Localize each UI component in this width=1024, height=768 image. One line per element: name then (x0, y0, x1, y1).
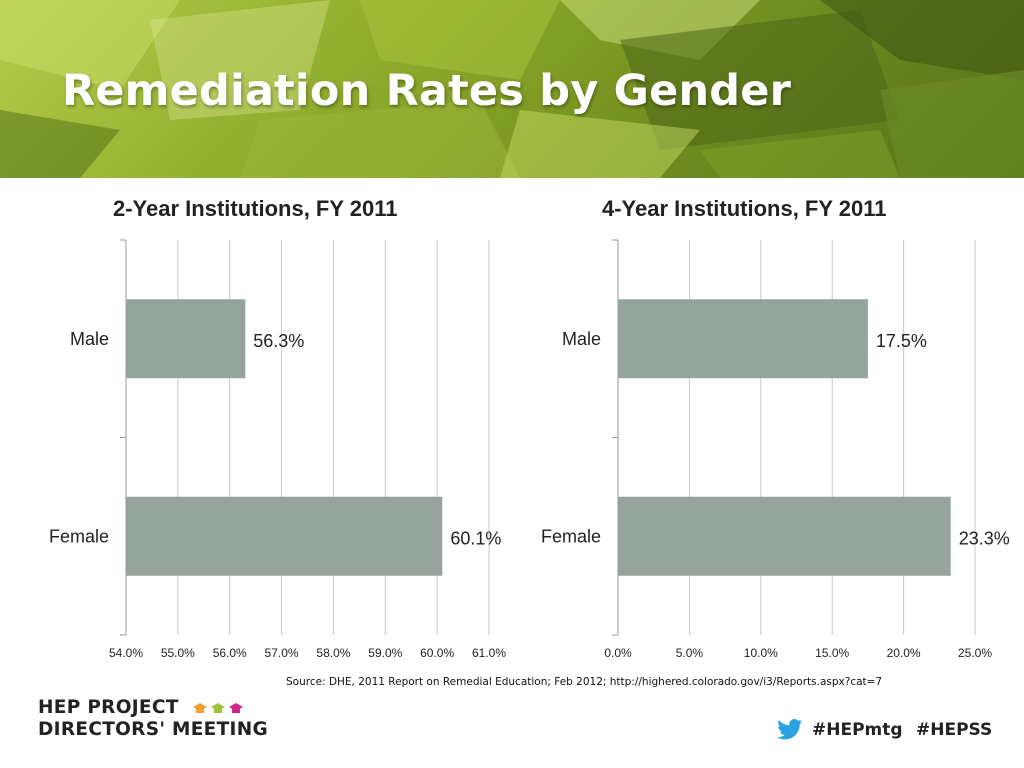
x-tick-label: 0.0% (604, 646, 632, 660)
chart-2-year-institutions: 54.0% 55.0% 56.0% 57.0% 58.0% 59.0% 60.0% 61.0%… (49, 239, 506, 660)
graduation-cap-base (232, 708, 240, 713)
graduation-cap-base (214, 708, 222, 713)
bar-female (618, 496, 951, 576)
chart-title-4-year: 4-Year Institutions, FY 2011 (602, 196, 887, 221)
x-tick-label: 55.0% (161, 646, 195, 660)
x-tick-label: 59.0% (368, 646, 402, 660)
data-label: 56.3% (253, 331, 304, 351)
category-label: Male (562, 329, 601, 349)
x-tick-label: 54.0% (109, 646, 143, 660)
bar-male (618, 299, 868, 379)
hashtag-hepmtg[interactable]: #HEPmtg (812, 720, 903, 740)
twitter-bird-icon (777, 719, 803, 740)
data-label: 17.5% (876, 331, 927, 351)
x-tick-label: 5.0% (676, 646, 704, 660)
source-note: Source: DHE, 2011 Report on Remedial Edu… (286, 676, 883, 688)
x-tick-label: 56.0% (213, 646, 247, 660)
graduation-cap-base (196, 708, 204, 713)
hep-logo: HEP PROJECT DIRECTORS' MEETING (38, 697, 268, 741)
graduation-cap-icons (193, 703, 243, 713)
x-tick-label: 57.0% (265, 646, 299, 660)
logo-line-2: DIRECTORS' MEETING (38, 719, 268, 740)
data-label: 23.3% (959, 528, 1010, 548)
x-tick-label: 10.0% (744, 646, 778, 660)
x-tick-label: 20.0% (887, 646, 921, 660)
graduation-caps-photo (0, 0, 1024, 178)
bar-female (126, 496, 443, 576)
x-tick-label: 15.0% (815, 646, 849, 660)
header-banner (0, 0, 1024, 178)
category-label: Female (541, 526, 601, 546)
bar-male (126, 299, 246, 379)
data-label: 60.1% (450, 528, 501, 548)
x-tick-label: 60.0% (420, 646, 454, 660)
logo-line-1: HEP PROJECT (38, 697, 179, 718)
chart-4-year-institutions: 0.0% 5.0% 10.0% 15.0% 20.0% 25.0% Male 17.5% Fem… (541, 239, 1010, 660)
x-tick-label: 58.0% (316, 646, 350, 660)
x-tick-label: 25.0% (958, 646, 992, 660)
slide-title: Remediation Rates by Gender (62, 66, 792, 116)
hashtag-hepss[interactable]: #HEPSS (916, 720, 993, 740)
chart-title-2-year: 2-Year Institutions, FY 2011 (113, 196, 398, 221)
category-label: Female (49, 526, 109, 546)
x-tick-label: 61.0% (472, 646, 506, 660)
category-label: Male (70, 329, 109, 349)
